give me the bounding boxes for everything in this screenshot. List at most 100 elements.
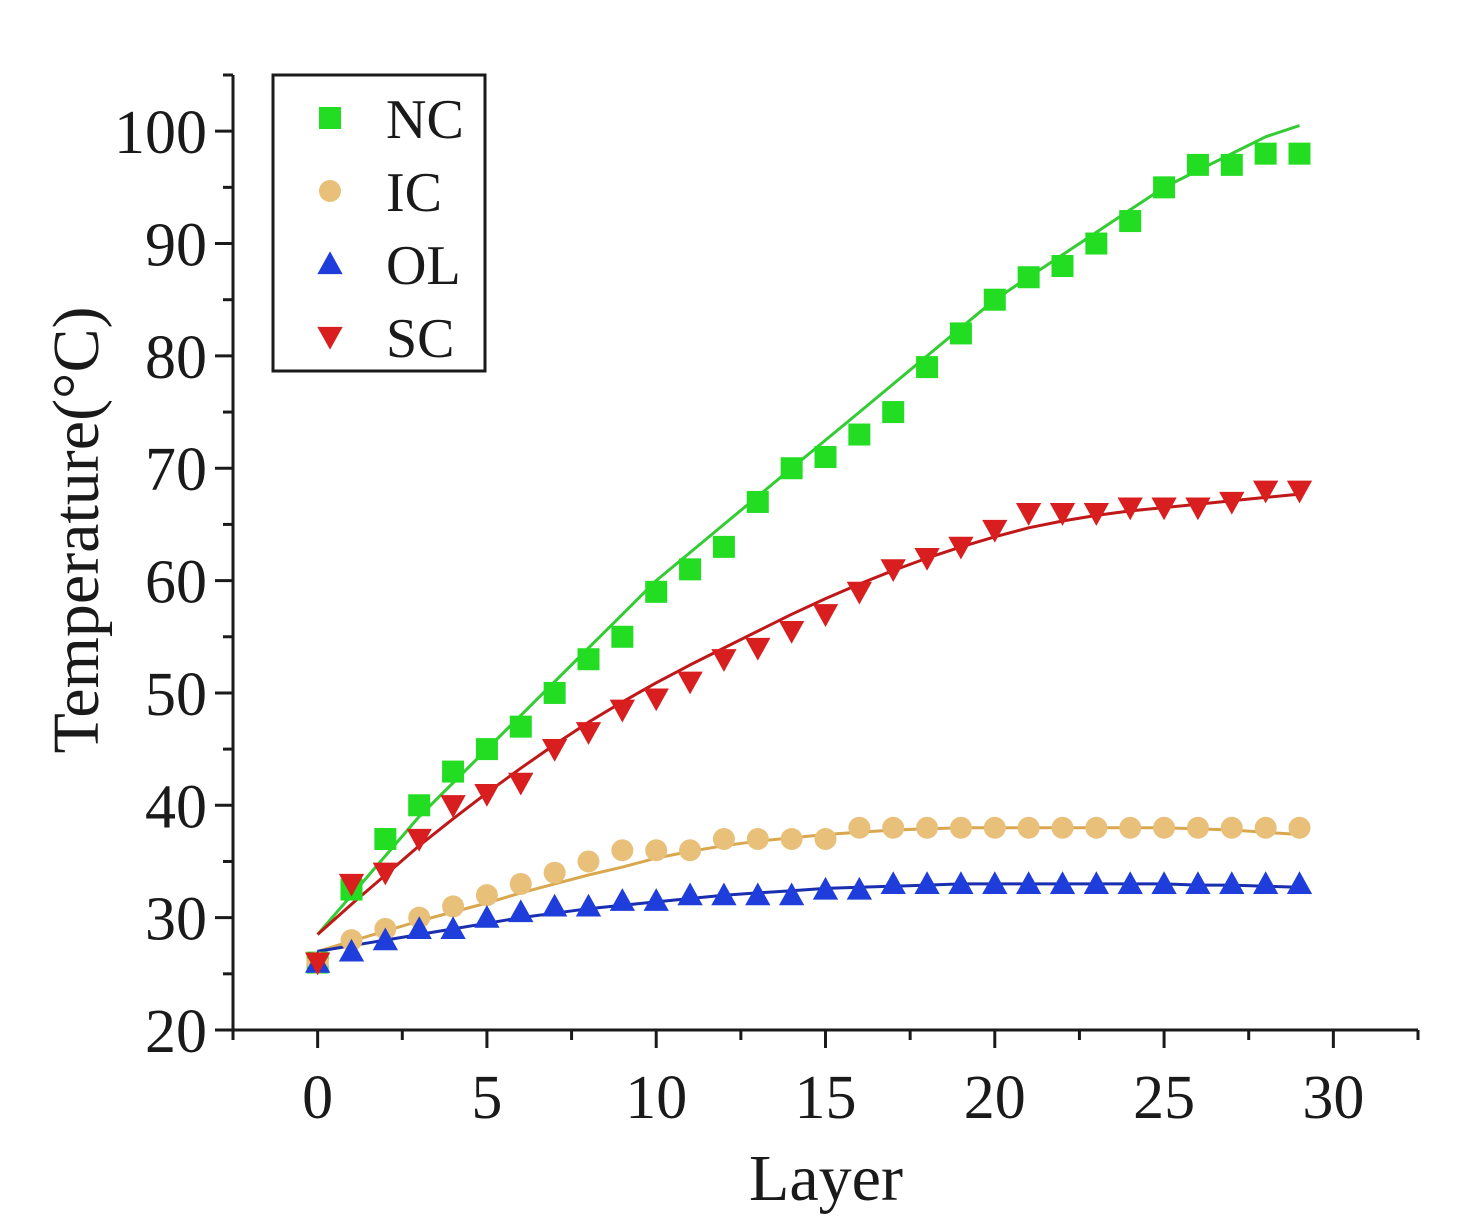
- fit-line-sc: [316, 492, 1300, 936]
- x-tick-label: 30: [1302, 1064, 1364, 1132]
- axes: 20 30 40 50 60 70 80 90 100 0 5 10 15 20 25 30: [114, 73, 1420, 1132]
- data-point-ol: [1185, 871, 1211, 895]
- data-point-nc: [746, 490, 769, 513]
- data-point-sc: [372, 862, 399, 886]
- data-point-ic: [577, 850, 600, 873]
- data-point-sc: [508, 772, 534, 796]
- series-ol: [304, 871, 1313, 973]
- data-point-ic: [712, 828, 735, 850]
- data-point-ol: [948, 871, 974, 895]
- data-point-ol: [812, 876, 839, 900]
- x-tick-label: 25: [1133, 1064, 1195, 1132]
- data-point-ol: [982, 871, 1008, 895]
- legend: NC IC OL SC: [271, 73, 487, 373]
- data-point-ol: [474, 904, 500, 928]
- data-point-ol: [372, 927, 399, 951]
- data-point-nc: [509, 715, 532, 738]
- data-point-ic: [645, 839, 668, 862]
- data-point-sc: [880, 559, 906, 583]
- data-point-ic: [949, 816, 972, 839]
- y-tick-label: 80: [145, 324, 207, 392]
- legend-marker-sc: [317, 326, 343, 350]
- data-point-ic: [1017, 816, 1040, 839]
- data-point-ic: [611, 839, 634, 862]
- data-point-sc: [948, 536, 974, 560]
- legend-label-ol: OL: [386, 235, 461, 297]
- data-point-ol: [541, 893, 568, 917]
- data-point-nc: [1017, 266, 1040, 289]
- data-point-nc: [712, 535, 735, 558]
- data-point-ol: [508, 899, 534, 923]
- data-point-sc: [1219, 491, 1245, 515]
- data-point-ol: [846, 876, 873, 900]
- data-point-sc: [1286, 480, 1313, 504]
- data-point-ic: [1153, 816, 1176, 839]
- y-tick-label: 30: [145, 886, 207, 954]
- data-point-ol: [880, 871, 906, 895]
- data-point-sc: [1151, 497, 1177, 521]
- y-tick-label: 50: [145, 661, 207, 729]
- data-point-nc: [1288, 142, 1311, 165]
- data-point-nc: [442, 760, 465, 783]
- data-point-ic: [1288, 816, 1311, 839]
- legend-marker-ol: [317, 251, 343, 275]
- data-point-nc: [1085, 232, 1108, 255]
- data-point-sc: [711, 649, 737, 672]
- y-tick-label: 40: [145, 773, 207, 841]
- legend-label-ic: IC: [386, 162, 442, 224]
- data-point-nc: [408, 794, 431, 817]
- data-point-ic: [1051, 816, 1074, 839]
- data-point-nc: [475, 738, 498, 761]
- data-point-nc: [1153, 176, 1176, 199]
- data-point-ol: [1083, 871, 1110, 895]
- data-point-ol: [1286, 871, 1313, 895]
- legend-marker-nc: [319, 107, 341, 129]
- data-point-nc: [916, 356, 939, 379]
- data-point-ol: [1049, 871, 1076, 895]
- data-point-sc: [1117, 497, 1143, 521]
- data-point-nc: [374, 828, 397, 850]
- data-point-nc: [543, 681, 566, 704]
- data-point-ic: [1119, 816, 1142, 839]
- data-point-ic: [1085, 816, 1108, 839]
- data-point-nc: [1220, 153, 1243, 176]
- data-point-nc: [814, 446, 837, 468]
- data-point-sc: [914, 547, 940, 571]
- data-point-sc: [745, 637, 771, 661]
- data-point-sc: [575, 722, 602, 745]
- data-point-ol: [1219, 871, 1245, 895]
- data-point-ol: [1117, 871, 1143, 895]
- data-point-ol: [1252, 871, 1279, 895]
- data-point-ol: [1151, 871, 1177, 895]
- x-tick-label: 15: [795, 1064, 857, 1132]
- data-point-sc: [440, 795, 466, 818]
- data-point-ol: [677, 882, 703, 906]
- data-point-ol: [338, 938, 365, 962]
- data-point-ic: [543, 861, 566, 884]
- y-axis-label: Temperature(°C): [40, 307, 113, 754]
- data-point-nc: [983, 288, 1006, 311]
- data-point-nc: [577, 648, 600, 671]
- y-tick-label: 60: [145, 549, 207, 617]
- data-point-sc: [812, 604, 839, 627]
- data-point-sc: [609, 699, 636, 723]
- data-point-nc: [949, 322, 972, 345]
- data-point-nc: [1186, 153, 1209, 176]
- data-point-ol: [575, 893, 602, 917]
- data-point-sc: [541, 738, 568, 762]
- data-point-ic: [442, 895, 465, 918]
- data-point-sc: [1015, 503, 1042, 526]
- data-point-ic: [848, 816, 871, 839]
- data-point-ic: [746, 828, 769, 850]
- y-tick-label: 70: [145, 436, 207, 504]
- data-point-sc: [338, 873, 365, 897]
- data-point-ic: [882, 816, 905, 839]
- x-axis-label: Layer: [749, 1142, 903, 1215]
- data-point-ic: [983, 816, 1006, 839]
- data-point-ol: [1015, 871, 1042, 895]
- y-tick-label: 20: [145, 998, 207, 1066]
- x-tick-label: 20: [964, 1064, 1026, 1132]
- legend-box: [271, 73, 487, 373]
- data-point-ol: [778, 882, 805, 906]
- series-ic: [306, 816, 1311, 974]
